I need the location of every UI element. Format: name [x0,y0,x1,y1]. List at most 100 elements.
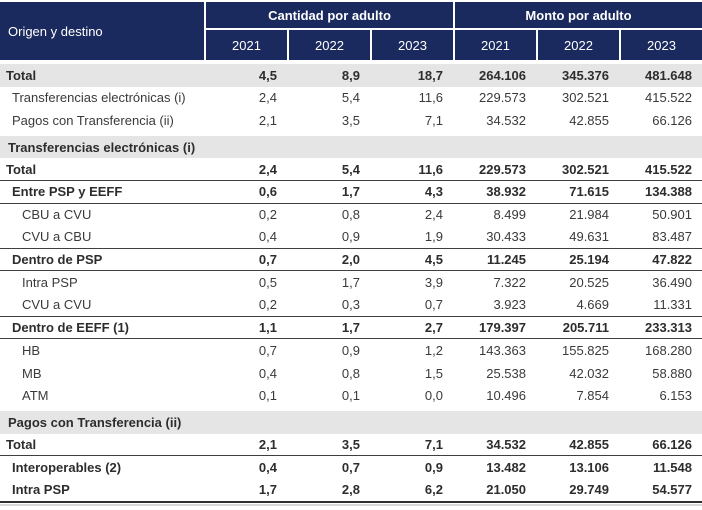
cell-value: 0,7 [424,297,443,313]
table-row: CVU a CVU 0,2 0,3 0,7 3.923 4.669 11.331 [0,294,702,317]
cell-value: 5,4 [341,161,360,177]
table-bottom-rule-light [0,504,702,507]
cell-value: 29.749 [569,482,609,498]
row-label: Interoperables (2) [12,459,122,475]
cell-value: 205.711 [562,319,609,335]
cell-value: 47.822 [652,252,692,268]
cell-value: 0,5 [258,275,277,291]
cell-value: 0,1 [341,388,360,404]
cell-value: 0,6 [258,184,277,200]
cell-value: 4.669 [576,297,609,313]
row-label: CVU a CBU [22,229,92,245]
cell-value: 0,9 [341,229,360,245]
header-year-monto-2021: 2021 [455,30,536,60]
cell-value: 42.855 [569,436,609,452]
cell-value: 0,8 [341,207,360,223]
row-label: Total [6,161,37,177]
cell-value: 21.984 [569,207,609,223]
cell-value: 302.521 [562,90,609,106]
cell-value: 66.126 [652,436,692,452]
row-label: MB [22,365,42,381]
cell-value: 0,1 [258,388,277,404]
cell-value: 7.322 [493,275,526,291]
cell-value: 415.522 [645,161,692,177]
cell-value: 0,4 [258,459,277,475]
cell-value: 1,7 [341,184,360,200]
cell-value: 3,9 [424,275,443,291]
table-bottom-rule [0,501,702,504]
cell-value: 83.487 [652,229,692,245]
cell-value: 8,9 [341,67,360,83]
table-row: Transferencias electrónicas (i) [0,135,702,159]
cell-value: 11,6 [418,90,443,106]
cell-value: 13.106 [569,459,609,475]
cell-value: 25.538 [486,365,526,381]
table-row: Intra PSP 1,7 2,8 6,2 21.050 29.749 54.5… [0,479,702,502]
header-year-cantidad-2022: 2022 [289,30,370,60]
cell-value: 10.496 [486,388,526,404]
cell-value: 8.499 [493,207,526,223]
cell-value: 42.032 [569,365,609,381]
cell-value: 1,7 [341,319,360,335]
header-year-cantidad-2021: 2021 [206,30,287,60]
table-row: Pagos con Transferencia (ii) 2,1 3,5 7,1… [0,109,702,132]
header-year-cantidad-2023: 2023 [372,30,453,60]
cell-value: 1,7 [341,275,360,291]
cell-value: 50.901 [652,207,692,223]
table-row: ATM 0,1 0,1 0,0 10.496 7.854 6.153 [0,384,702,407]
table-row: CBU a CVU 0,2 0,8 2,4 8.499 21.984 50.90… [0,204,702,227]
row-label: HB [22,342,41,358]
cell-value: 25.194 [569,252,609,268]
row-label: CVU a CVU [22,297,92,313]
cell-value: 2,4 [424,207,443,223]
cell-value: 1,7 [258,482,277,498]
cell-value: 345.376 [562,67,609,83]
cell-value: 2,1 [258,112,277,128]
cell-value: 264.106 [479,67,526,83]
cell-value: 134.388 [645,184,692,200]
table-row: Total 2,4 5,4 11,6 229.573 302.521 415.5… [0,158,702,181]
cell-value: 0,2 [258,207,277,223]
table-row: Dentro de EEFF (1) 1,1 1,7 2,7 179.397 2… [0,317,702,340]
cell-value: 4,3 [424,184,443,200]
cell-value: 0,0 [424,388,443,404]
row-label: Transferencias electrónicas (i) [12,90,186,106]
table-body: Total 4,5 8,9 18,7 264.106 345.376 481.6… [0,64,702,501]
row-label: Dentro de EEFF (1) [12,319,130,335]
cell-value: 7.854 [576,388,609,404]
cell-value: 481.648 [645,67,692,83]
cell-value: 11,6 [418,161,443,177]
row-label: Pagos con Transferencia (ii) [8,414,182,430]
cell-value: 2,4 [258,90,277,106]
cell-value: 0,7 [258,342,277,358]
cell-value: 229.573 [479,161,526,177]
cell-value: 7,1 [424,436,443,452]
row-label: ATM [22,388,49,404]
cell-value: 34.532 [486,112,526,128]
header-group-monto: Monto por adulto [455,2,702,28]
table-row: Transferencias electrónicas (i) 2,4 5,4 … [0,87,702,110]
row-label: Pagos con Transferencia (ii) [12,112,174,128]
cell-value: 0,4 [258,229,277,245]
row-label: Transferencias electrónicas (i) [8,139,196,155]
row-label: Entre PSP y EEFF [12,184,123,200]
row-label: Total [6,436,37,452]
cell-value: 7,1 [424,112,443,128]
cell-value: 42.855 [569,112,609,128]
cell-value: 155.825 [562,342,609,358]
cell-value: 0,4 [258,365,277,381]
cell-value: 4,5 [424,252,443,268]
row-label: Dentro de PSP [12,252,103,268]
table-header: Origen y destino Cantidad por adulto Mon… [0,2,702,60]
cell-value: 2,0 [341,252,360,268]
cell-value: 1,1 [258,319,277,335]
row-label: Intra PSP [12,482,70,498]
cell-value: 0,9 [424,459,443,475]
cell-value: 38.932 [486,184,526,200]
cell-value: 0,8 [341,365,360,381]
header-year-monto-2022: 2022 [538,30,619,60]
header-group-cantidad: Cantidad por adulto [206,2,453,28]
cell-value: 20.525 [569,275,609,291]
table-row: Pagos con Transferencia (ii) [0,410,702,434]
